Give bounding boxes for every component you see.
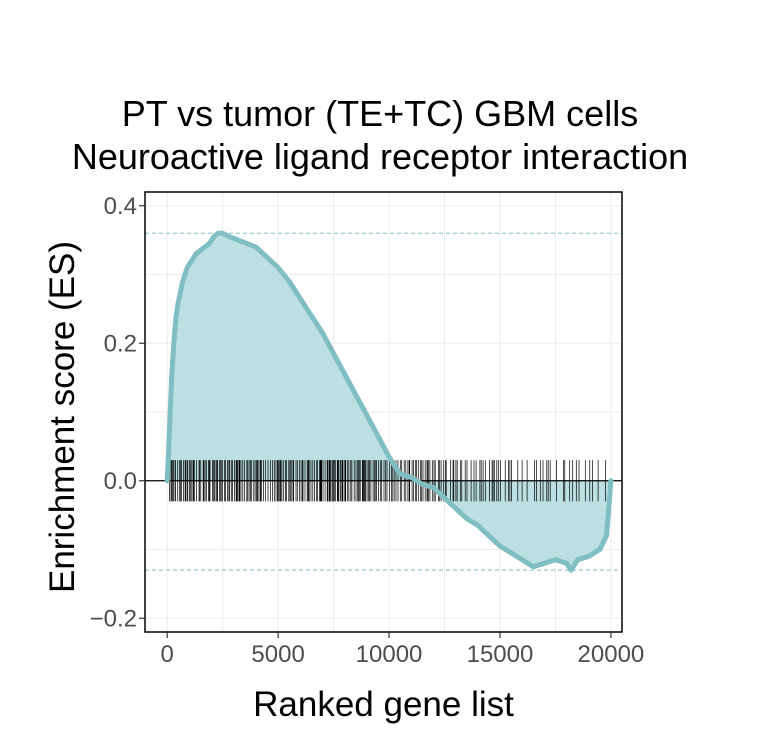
es-area [167,233,611,571]
chart-subtitle: Neuroactive ligand receptor interaction [71,136,689,177]
y-tick-label: 0.2 [104,330,137,357]
plot-frame [144,191,623,633]
es-fill-area [167,233,611,571]
chart-title: PT vs tumor (TE+TC) GBM cells [121,93,639,134]
gene-hit-marks [169,460,606,502]
y-tick-label: 0.0 [104,468,137,495]
y-tick-label: −0.2 [90,605,137,632]
x-tick-label: 15000 [467,641,534,668]
x-tick-label: 20000 [578,641,645,668]
axes: 0 5000 10000 15000 20000 −0.2 0.0 0.2 0.4 [90,193,645,668]
x-tick-label: 10000 [356,641,423,668]
x-axis-label: Ranked gene list [253,685,514,724]
y-tick-label: 0.4 [104,193,137,220]
es-line [164,230,614,573]
y-axis-label: Enrichment score (ES) [43,241,82,593]
es-curve [164,230,614,573]
x-tick-label: 0 [161,641,174,668]
x-tick-label: 5000 [251,641,304,668]
